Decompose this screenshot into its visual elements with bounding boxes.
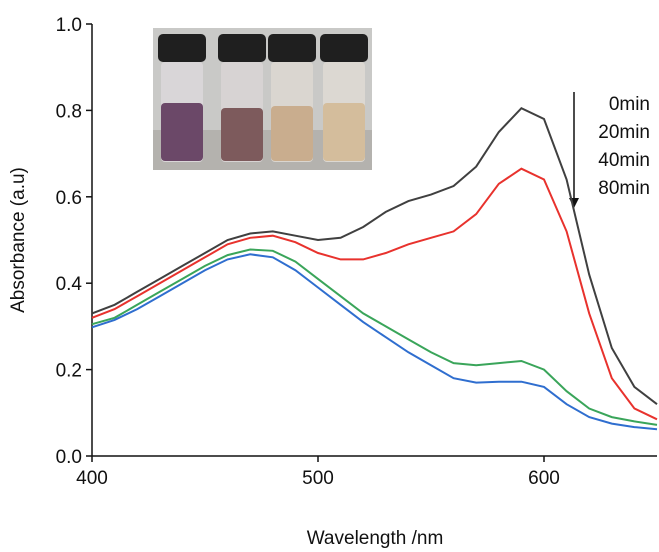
- legend-label: 40min: [598, 150, 650, 171]
- x-tick-label: 500: [302, 468, 334, 489]
- y-axis-label: Absorbance (a.u): [8, 167, 29, 313]
- y-tick-label: 0.8: [56, 101, 82, 122]
- x-axis-label: Wavelength /nm: [307, 528, 444, 549]
- legend-label: 0min: [609, 94, 650, 115]
- legend-label: 20min: [598, 122, 650, 143]
- x-tick-label: 400: [76, 468, 108, 489]
- inset-photo: [153, 28, 372, 170]
- y-tick-label: 1.0: [56, 15, 82, 36]
- legend-label: 80min: [598, 178, 650, 199]
- y-tick-label: 0.6: [56, 188, 82, 209]
- series-line: [91, 253, 658, 431]
- y-tick-label: 0.4: [56, 274, 83, 295]
- y-tick-label: 0.2: [56, 361, 82, 382]
- series-line: [91, 248, 658, 426]
- x-tick-label: 600: [528, 468, 560, 489]
- series-line: [91, 167, 658, 421]
- series-line: [91, 106, 658, 405]
- y-tick-label: 0.0: [56, 447, 82, 468]
